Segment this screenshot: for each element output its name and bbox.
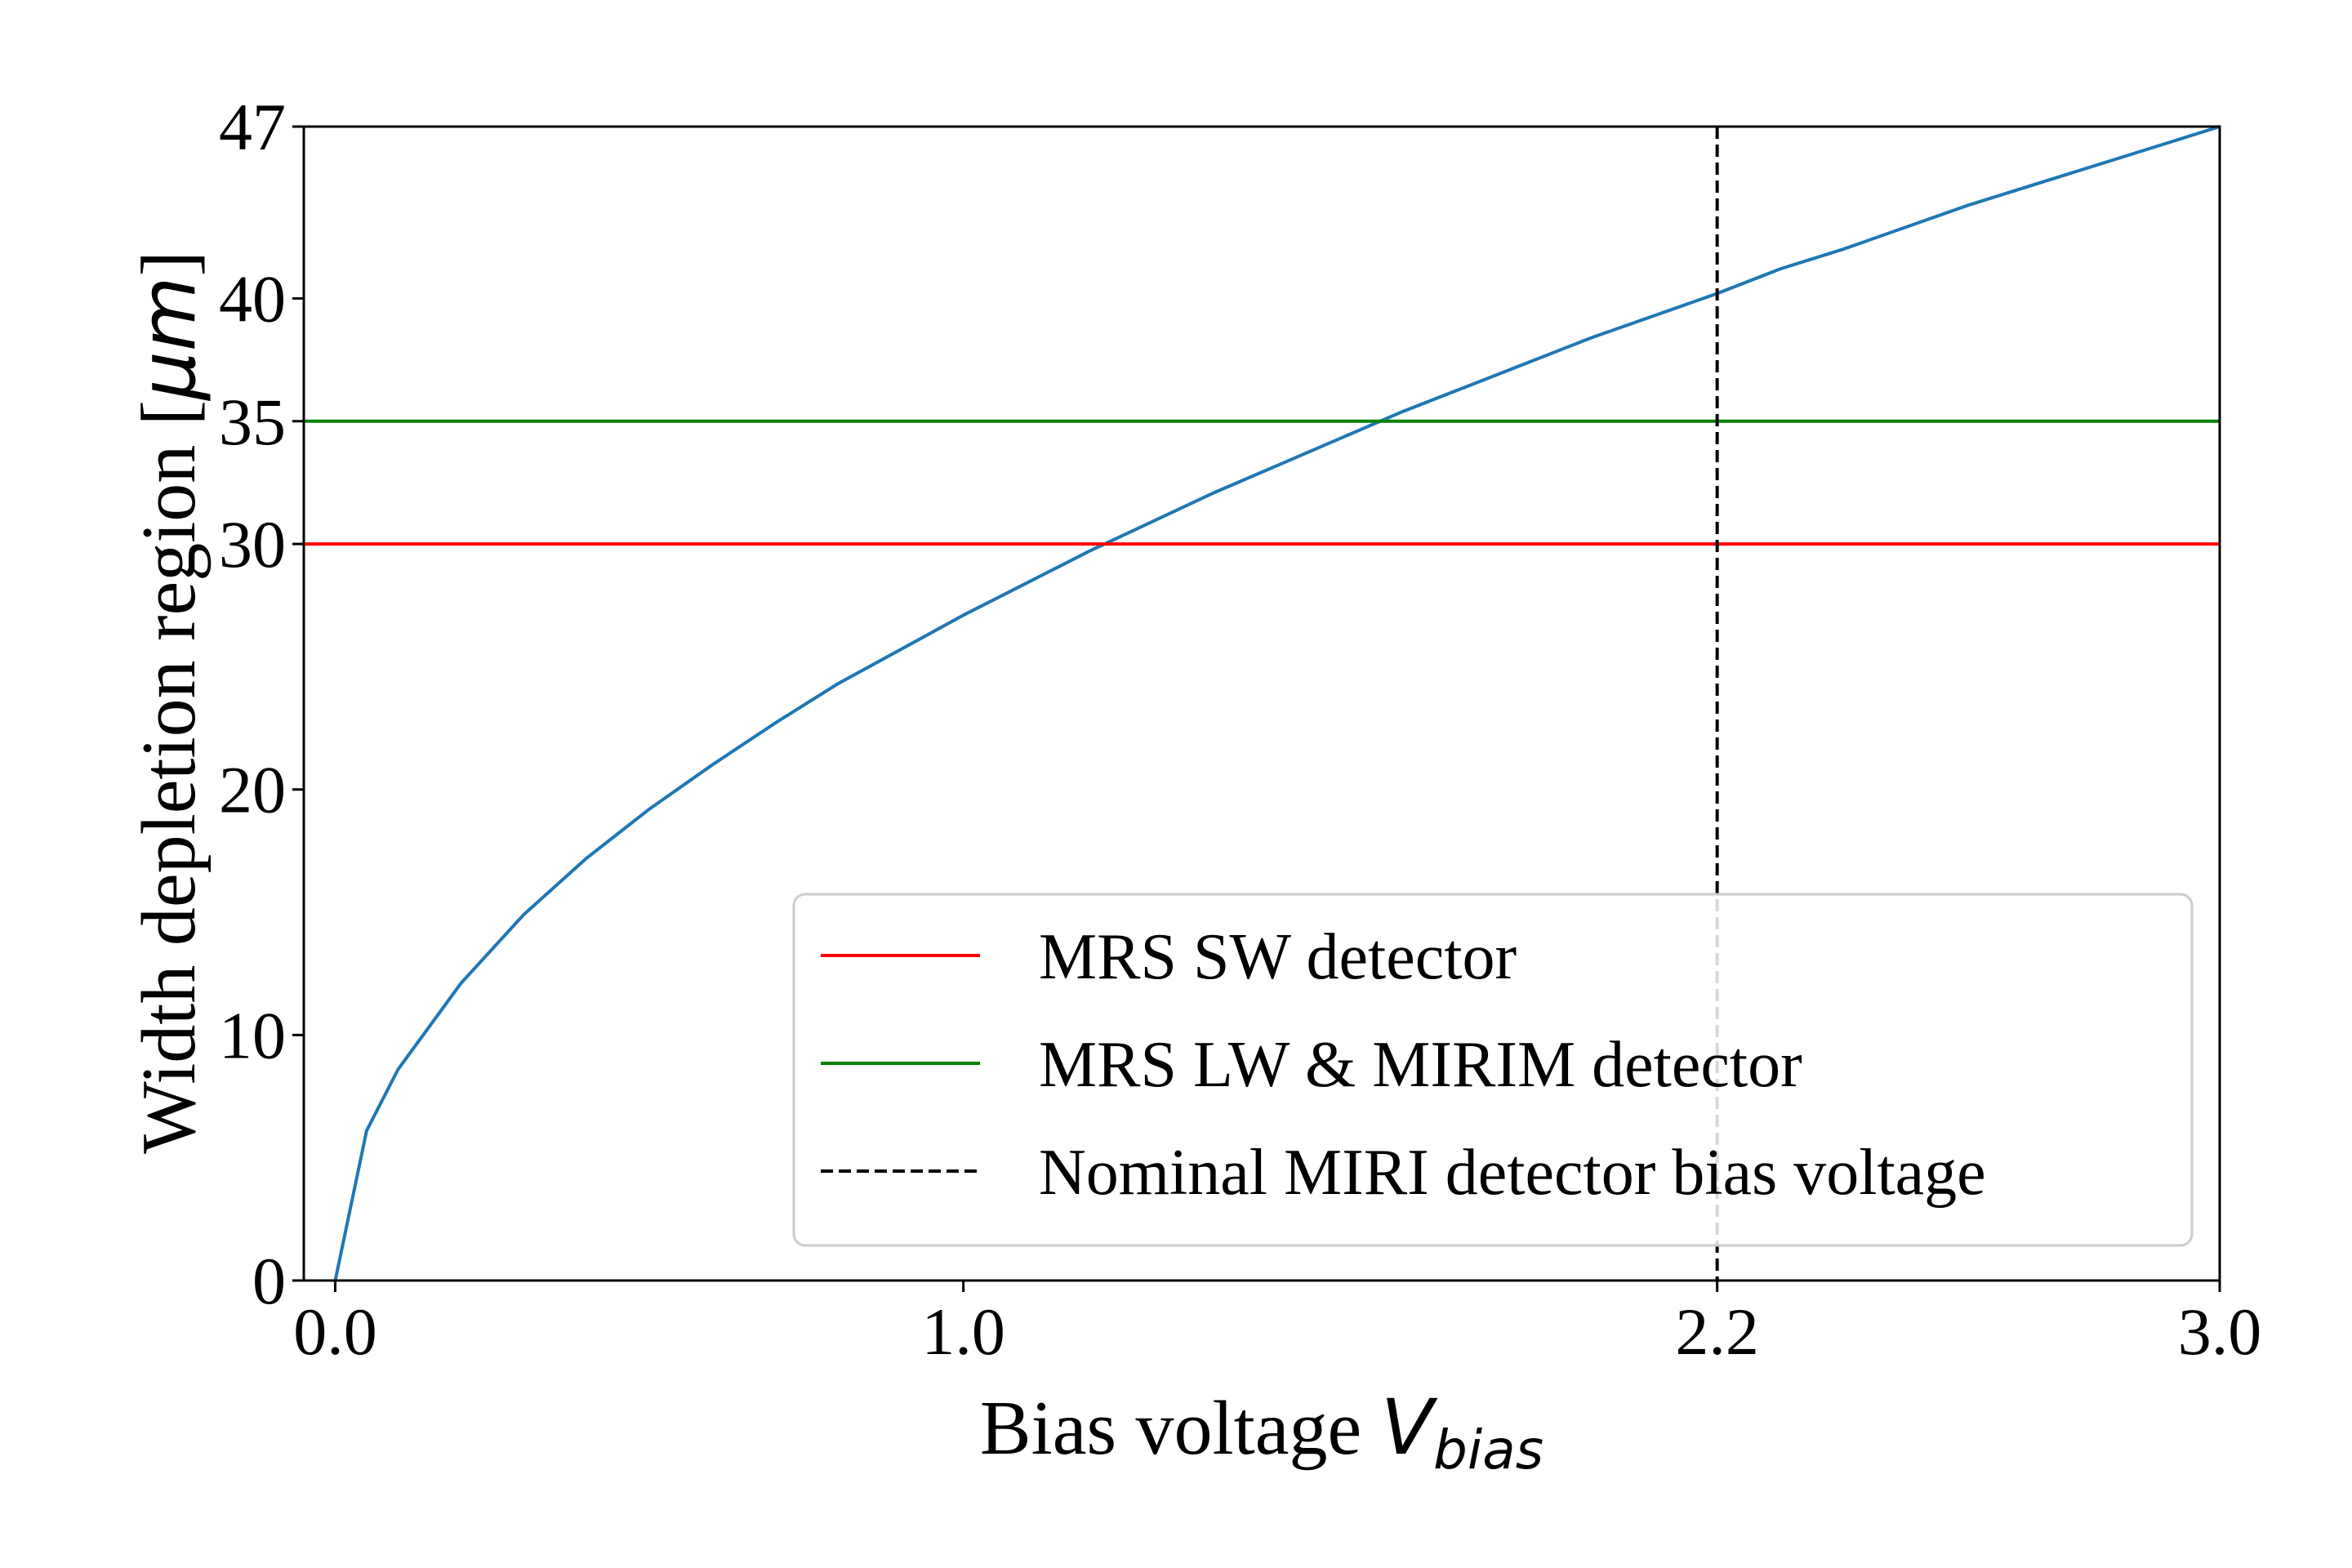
y-tick-label-6: 47 xyxy=(219,90,286,164)
legend-box xyxy=(792,893,2194,1247)
y-tick-label-1: 10 xyxy=(219,998,286,1072)
legend-label-2: Nominal MIRI detector bias voltage xyxy=(1039,1137,1986,1209)
x-axis-label: Bias voltage Vbias xyxy=(980,1383,1544,1481)
y-tick-label-0: 0 xyxy=(252,1244,286,1318)
x-tick-label-1: 1.0 xyxy=(921,1294,1005,1369)
x-tick-label-3: 3.0 xyxy=(2178,1294,2262,1369)
legend-label-0: MRS SW detector xyxy=(1039,921,1517,993)
y-axis-ticks: 0 10 20 30 35 40 47 xyxy=(219,90,304,1318)
plot-frame xyxy=(302,125,2221,1282)
y-tick-label-3: 30 xyxy=(219,507,286,581)
series-curve-0 xyxy=(333,125,2221,1281)
legend-label-1: MRS LW & MIRIM detector xyxy=(1039,1029,1802,1101)
x-axis-ticks: 0.0 1.0 2.2 3.0 xyxy=(293,1281,2261,1369)
y-axis-label: Width depletion region [μm] xyxy=(124,251,213,1154)
y-tick-label-2: 20 xyxy=(219,753,286,827)
x-tick-label-0: 0.0 xyxy=(293,1294,377,1369)
y-tick-label-4: 35 xyxy=(219,385,286,459)
legend: MRS SW detector MRS LW & MIRIM detector No… xyxy=(792,893,2194,1247)
y-tick-label-5: 40 xyxy=(219,261,286,336)
x-tick-label-2: 2.2 xyxy=(1675,1294,1759,1369)
